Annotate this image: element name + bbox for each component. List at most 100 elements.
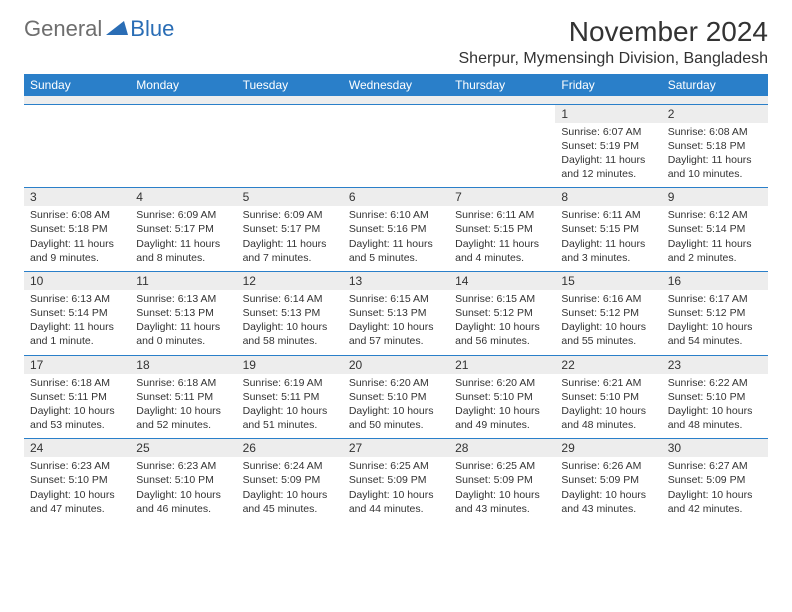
sunset-text: Sunset: 5:10 PM	[455, 390, 549, 404]
sunset-text: Sunset: 5:15 PM	[455, 222, 549, 236]
day-cell: 28Sunrise: 6:25 AMSunset: 5:09 PMDayligh…	[449, 439, 555, 522]
day-cell: 21Sunrise: 6:20 AMSunset: 5:10 PMDayligh…	[449, 355, 555, 439]
day-number: 13	[343, 272, 449, 290]
sunrise-text: Sunrise: 6:23 AM	[30, 459, 124, 473]
daylight-text: Daylight: 10 hours and 50 minutes.	[349, 404, 443, 432]
day-cell: 22Sunrise: 6:21 AMSunset: 5:10 PMDayligh…	[555, 355, 661, 439]
daylight-text: Daylight: 10 hours and 43 minutes.	[455, 488, 549, 516]
empty-day-cell	[343, 104, 449, 188]
sunrise-text: Sunrise: 6:08 AM	[668, 125, 762, 139]
daylight-text: Daylight: 11 hours and 8 minutes.	[136, 237, 230, 265]
week-row: 10Sunrise: 6:13 AMSunset: 5:14 PMDayligh…	[24, 271, 768, 355]
day-header: Tuesday	[237, 74, 343, 96]
day-body: Sunrise: 6:08 AMSunset: 5:18 PMDaylight:…	[662, 123, 768, 188]
day-body: Sunrise: 6:13 AMSunset: 5:13 PMDaylight:…	[130, 290, 236, 355]
header: General Blue November 2024 Sherpur, Myme…	[24, 16, 768, 68]
daylight-text: Daylight: 10 hours and 55 minutes.	[561, 320, 655, 348]
day-number: 19	[237, 356, 343, 374]
day-header: Wednesday	[343, 74, 449, 96]
daylight-text: Daylight: 10 hours and 53 minutes.	[30, 404, 124, 432]
week-row: 17Sunrise: 6:18 AMSunset: 5:11 PMDayligh…	[24, 355, 768, 439]
sunrise-text: Sunrise: 6:16 AM	[561, 292, 655, 306]
sunrise-text: Sunrise: 6:18 AM	[30, 376, 124, 390]
day-header: Saturday	[662, 74, 768, 96]
day-cell: 2Sunrise: 6:08 AMSunset: 5:18 PMDaylight…	[662, 104, 768, 188]
day-number: 8	[555, 188, 661, 206]
day-number: 15	[555, 272, 661, 290]
day-body: Sunrise: 6:22 AMSunset: 5:10 PMDaylight:…	[662, 374, 768, 439]
day-cell: 11Sunrise: 6:13 AMSunset: 5:13 PMDayligh…	[130, 271, 236, 355]
day-body: Sunrise: 6:24 AMSunset: 5:09 PMDaylight:…	[237, 457, 343, 522]
sunrise-text: Sunrise: 6:20 AM	[455, 376, 549, 390]
sunset-text: Sunset: 5:09 PM	[561, 473, 655, 487]
sunrise-text: Sunrise: 6:27 AM	[668, 459, 762, 473]
day-body: Sunrise: 6:15 AMSunset: 5:12 PMDaylight:…	[449, 290, 555, 355]
day-number: 9	[662, 188, 768, 206]
sunrise-text: Sunrise: 6:08 AM	[30, 208, 124, 222]
daylight-text: Daylight: 10 hours and 48 minutes.	[668, 404, 762, 432]
sunrise-text: Sunrise: 6:23 AM	[136, 459, 230, 473]
day-cell: 14Sunrise: 6:15 AMSunset: 5:12 PMDayligh…	[449, 271, 555, 355]
sunset-text: Sunset: 5:13 PM	[349, 306, 443, 320]
logo-text-blue: Blue	[130, 16, 174, 42]
empty-day-cell	[237, 104, 343, 188]
sunrise-text: Sunrise: 6:13 AM	[136, 292, 230, 306]
day-cell: 24Sunrise: 6:23 AMSunset: 5:10 PMDayligh…	[24, 439, 130, 522]
sunrise-text: Sunrise: 6:26 AM	[561, 459, 655, 473]
daylight-text: Daylight: 10 hours and 42 minutes.	[668, 488, 762, 516]
day-body: Sunrise: 6:23 AMSunset: 5:10 PMDaylight:…	[130, 457, 236, 522]
daylight-text: Daylight: 10 hours and 54 minutes.	[668, 320, 762, 348]
day-number: 20	[343, 356, 449, 374]
day-number: 23	[662, 356, 768, 374]
sunset-text: Sunset: 5:10 PM	[668, 390, 762, 404]
daylight-text: Daylight: 10 hours and 57 minutes.	[349, 320, 443, 348]
sunset-text: Sunset: 5:13 PM	[136, 306, 230, 320]
day-body: Sunrise: 6:18 AMSunset: 5:11 PMDaylight:…	[24, 374, 130, 439]
day-cell: 23Sunrise: 6:22 AMSunset: 5:10 PMDayligh…	[662, 355, 768, 439]
daylight-text: Daylight: 11 hours and 10 minutes.	[668, 153, 762, 181]
sunrise-text: Sunrise: 6:09 AM	[243, 208, 337, 222]
day-body: Sunrise: 6:21 AMSunset: 5:10 PMDaylight:…	[555, 374, 661, 439]
sunrise-text: Sunrise: 6:19 AM	[243, 376, 337, 390]
day-body: Sunrise: 6:09 AMSunset: 5:17 PMDaylight:…	[130, 206, 236, 271]
logo-text-general: General	[24, 16, 102, 42]
day-number: 11	[130, 272, 236, 290]
sunrise-text: Sunrise: 6:18 AM	[136, 376, 230, 390]
day-number: 7	[449, 188, 555, 206]
day-header: Thursday	[449, 74, 555, 96]
daylight-text: Daylight: 10 hours and 44 minutes.	[349, 488, 443, 516]
day-body: Sunrise: 6:25 AMSunset: 5:09 PMDaylight:…	[343, 457, 449, 522]
sunrise-text: Sunrise: 6:07 AM	[561, 125, 655, 139]
sunset-text: Sunset: 5:11 PM	[243, 390, 337, 404]
day-body: Sunrise: 6:12 AMSunset: 5:14 PMDaylight:…	[662, 206, 768, 271]
daylight-text: Daylight: 11 hours and 2 minutes.	[668, 237, 762, 265]
sunrise-text: Sunrise: 6:11 AM	[455, 208, 549, 222]
location-subtitle: Sherpur, Mymensingh Division, Bangladesh	[459, 50, 769, 68]
sunrise-text: Sunrise: 6:21 AM	[561, 376, 655, 390]
daylight-text: Daylight: 11 hours and 3 minutes.	[561, 237, 655, 265]
day-cell: 17Sunrise: 6:18 AMSunset: 5:11 PMDayligh…	[24, 355, 130, 439]
day-cell: 12Sunrise: 6:14 AMSunset: 5:13 PMDayligh…	[237, 271, 343, 355]
day-cell: 8 Sunrise: 6:11 AMSunset: 5:15 PMDaylight…	[555, 188, 661, 272]
day-number: 4	[130, 188, 236, 206]
day-body: Sunrise: 6:26 AMSunset: 5:09 PMDaylight:…	[555, 457, 661, 522]
sunset-text: Sunset: 5:09 PM	[455, 473, 549, 487]
sunrise-text: Sunrise: 6:20 AM	[349, 376, 443, 390]
daylight-text: Daylight: 10 hours and 46 minutes.	[136, 488, 230, 516]
sunset-text: Sunset: 5:12 PM	[668, 306, 762, 320]
sunset-text: Sunset: 5:10 PM	[561, 390, 655, 404]
sunset-text: Sunset: 5:15 PM	[561, 222, 655, 236]
sunset-text: Sunset: 5:14 PM	[668, 222, 762, 236]
day-body: Sunrise: 6:27 AMSunset: 5:09 PMDaylight:…	[662, 457, 768, 522]
day-number: 16	[662, 272, 768, 290]
day-number: 14	[449, 272, 555, 290]
daylight-text: Daylight: 11 hours and 4 minutes.	[455, 237, 549, 265]
sunrise-text: Sunrise: 6:11 AM	[561, 208, 655, 222]
day-header-row: Sunday Monday Tuesday Wednesday Thursday…	[24, 74, 768, 96]
sunrise-text: Sunrise: 6:25 AM	[455, 459, 549, 473]
daylight-text: Daylight: 10 hours and 51 minutes.	[243, 404, 337, 432]
sunset-text: Sunset: 5:10 PM	[136, 473, 230, 487]
day-number: 3	[24, 188, 130, 206]
logo: General Blue	[24, 16, 174, 42]
day-body: Sunrise: 6:11 AMSunset: 5:15 PMDaylight:…	[449, 206, 555, 271]
